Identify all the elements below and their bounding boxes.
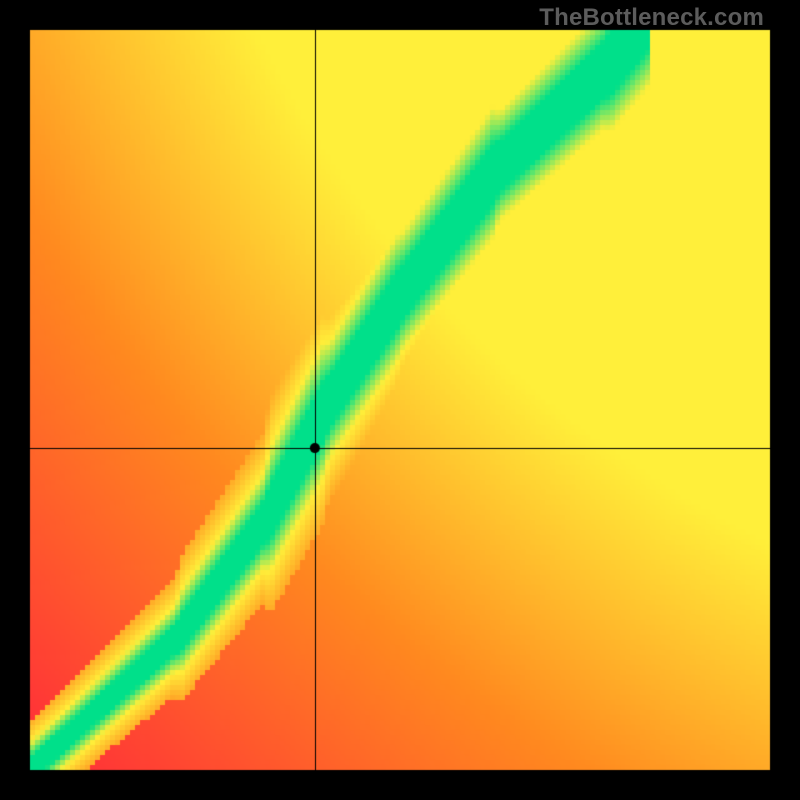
- heatmap-canvas: [0, 0, 800, 800]
- chart-frame: TheBottleneck.com: [0, 0, 800, 800]
